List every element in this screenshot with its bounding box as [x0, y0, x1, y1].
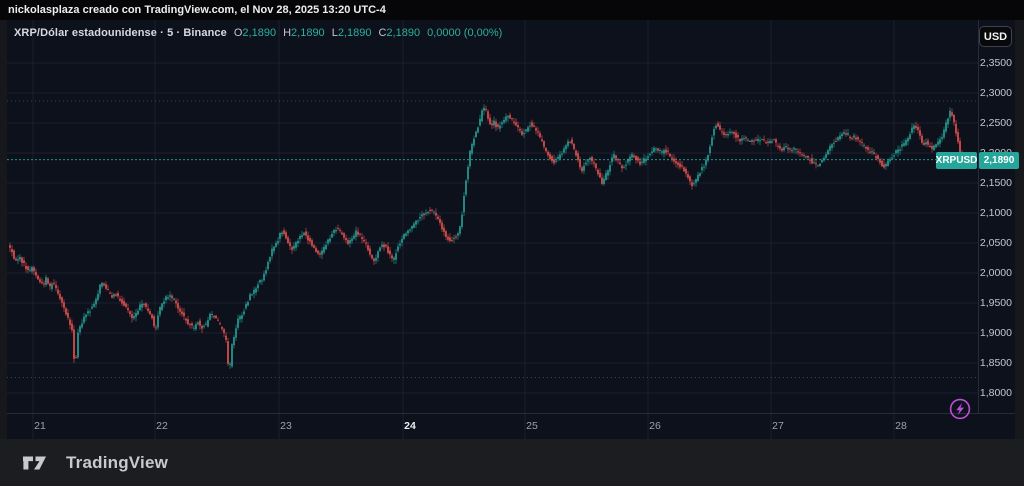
lightning-icon	[949, 398, 971, 420]
footer-bar: TradingView	[0, 439, 1024, 486]
attribution-bar: nickolasplaza creado con TradingView.com…	[0, 0, 1024, 20]
price-axis-label: 1,8000	[979, 387, 1012, 399]
price-axis-label: 1,8500	[979, 357, 1012, 369]
price-axis-label: 2,3500	[979, 57, 1012, 69]
price-axis-label: 2,3000	[979, 87, 1012, 99]
last-price-badge: 2,1890	[979, 152, 1019, 169]
time-axis-label: 27	[772, 420, 784, 432]
currency-toggle-button[interactable]: USD	[979, 26, 1012, 47]
change-value: 0,0000 (0,00%)	[427, 27, 503, 39]
ohlc-low: L 2,1890	[331, 27, 372, 39]
price-axis-label: 2,2500	[979, 117, 1012, 129]
time-axis-label: 21	[34, 420, 46, 432]
price-axis[interactable]: 2,35002,30002,25002,20002,15002,10002,05…	[978, 20, 1015, 413]
ohlc-open: O 2,1890	[233, 27, 277, 39]
price-axis-label: 1,9000	[979, 327, 1012, 339]
price-axis-label: 1,9500	[979, 297, 1012, 309]
price-axis-label: 2,1000	[979, 207, 1012, 219]
price-axis-label: 2,0000	[979, 267, 1012, 279]
time-axis-label: 24	[404, 420, 416, 432]
ohlc-high: H 2,1890	[283, 27, 325, 39]
time-axis-label: 25	[526, 420, 538, 432]
flash-action-button[interactable]	[949, 398, 971, 420]
attribution-text: nickolasplaza creado con TradingView.com…	[8, 4, 386, 16]
time-axis-label: 22	[156, 420, 168, 432]
chart-pane-background	[7, 20, 1015, 439]
price-axis-label: 2,0500	[979, 237, 1012, 249]
symbol-legend: XRP/Dólar estadounidense · 5 · Binance O…	[14, 27, 502, 39]
time-axis-label: 23	[280, 420, 292, 432]
time-axis-label: 26	[649, 420, 661, 432]
time-axis[interactable]: 21 22 23 24 25 26 27 28	[7, 413, 978, 439]
tradingview-logo-link[interactable]: TradingView	[22, 453, 168, 473]
ohlc-close: C 2,1890	[378, 27, 421, 39]
symbol-title: XRP/Dólar estadounidense · 5 · Binance	[14, 27, 227, 39]
tradingview-brand-text: TradingView	[66, 452, 169, 472]
symbol-badge: XRPUSD	[936, 152, 977, 169]
time-axis-label: 28	[895, 420, 907, 432]
price-axis-label: 2,1500	[979, 177, 1012, 189]
tradingview-logo-icon	[23, 456, 46, 469]
